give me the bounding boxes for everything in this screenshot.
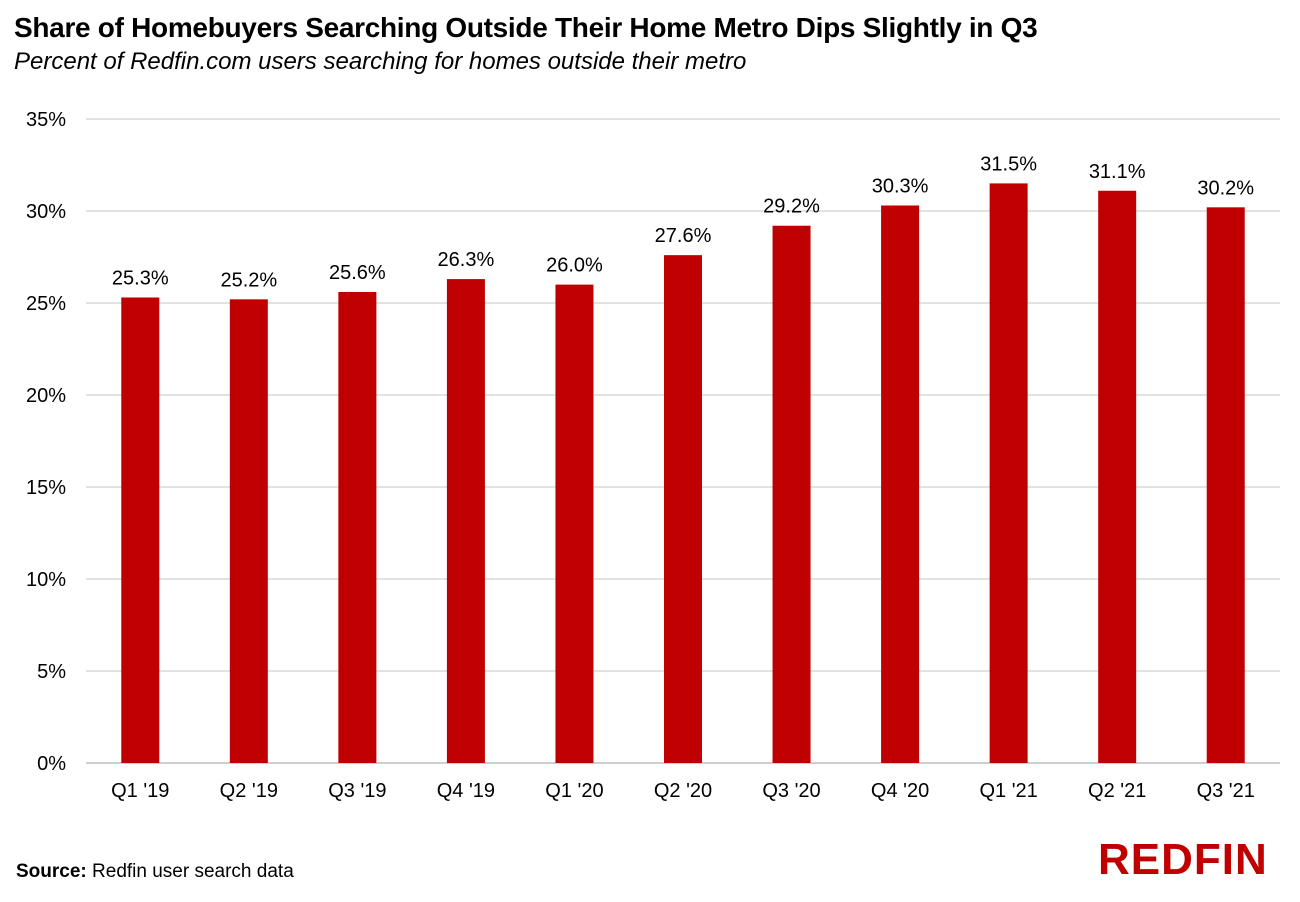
data-label: 30.2% bbox=[1197, 177, 1254, 199]
y-tick-label: 25% bbox=[26, 293, 66, 315]
bar bbox=[881, 205, 920, 764]
data-label: 31.1% bbox=[1089, 161, 1146, 183]
bar bbox=[446, 279, 485, 763]
bar bbox=[664, 255, 702, 763]
data-label: 27.6% bbox=[655, 225, 712, 247]
x-tick-label: Q3 '19 bbox=[328, 780, 386, 802]
y-tick-label: 15% bbox=[26, 477, 66, 499]
source-label: Source: bbox=[16, 861, 87, 882]
y-tick-label: 5% bbox=[37, 661, 66, 683]
x-tick-label: Q2 '21 bbox=[1088, 780, 1146, 802]
bar bbox=[121, 297, 160, 763]
chart-subtitle: Percent of Redfin.com users searching fo… bbox=[14, 48, 747, 75]
data-label: 25.3% bbox=[112, 267, 169, 289]
x-tick-label: Q3 '21 bbox=[1197, 780, 1255, 802]
data-label: 26.3% bbox=[438, 249, 495, 271]
data-label: 26.0% bbox=[546, 255, 603, 277]
x-tick-label: Q2 '20 bbox=[654, 780, 712, 802]
x-tick-label: Q1 '21 bbox=[979, 780, 1037, 802]
bar bbox=[1098, 190, 1137, 763]
source-note: Source: Redfin user search data bbox=[16, 861, 294, 883]
y-tick-label: 0% bbox=[37, 753, 66, 775]
data-label: 25.2% bbox=[220, 269, 277, 291]
x-tick-label: Q4 '20 bbox=[871, 780, 929, 802]
data-label: 29.2% bbox=[763, 196, 820, 218]
data-label: 25.6% bbox=[329, 262, 386, 284]
data-label: 30.3% bbox=[872, 175, 929, 197]
y-tick-label: 35% bbox=[26, 109, 66, 131]
bar bbox=[229, 299, 268, 763]
y-tick-label: 10% bbox=[26, 569, 66, 591]
bar bbox=[989, 183, 1028, 763]
bar bbox=[1206, 207, 1245, 763]
x-tick-label: Q4 '19 bbox=[437, 780, 495, 802]
redfin-logo: REDFIN bbox=[1098, 835, 1268, 884]
y-tick-label: 30% bbox=[26, 201, 66, 223]
x-tick-label: Q2 '19 bbox=[220, 780, 278, 802]
x-tick-label: Q1 '19 bbox=[111, 780, 169, 802]
x-tick-label: Q3 '20 bbox=[762, 780, 820, 802]
bar bbox=[555, 284, 594, 763]
bar bbox=[338, 291, 377, 763]
y-tick-label: 20% bbox=[26, 385, 66, 407]
data-label: 31.5% bbox=[980, 153, 1037, 175]
bar bbox=[772, 225, 811, 764]
x-tick-label: Q1 '20 bbox=[545, 780, 603, 802]
chart-title: Share of Homebuyers Searching Outside Th… bbox=[14, 12, 1038, 43]
source-text: Redfin user search data bbox=[92, 861, 294, 882]
